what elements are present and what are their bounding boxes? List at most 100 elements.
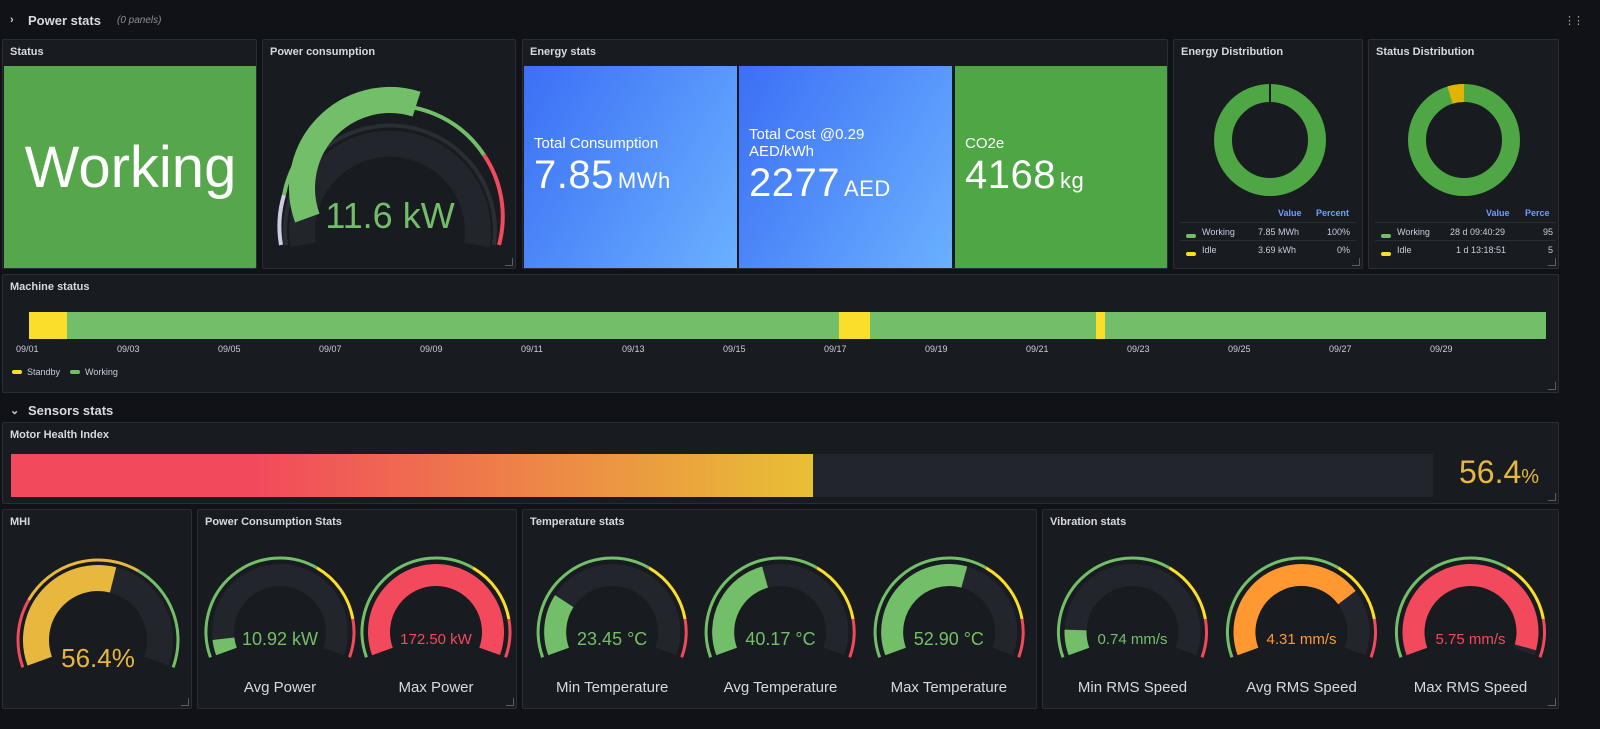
panel-temperature-stats: Temperature stats 23.45 °C Min Temperatur… <box>522 509 1037 709</box>
gauge-threshold-green <box>204 556 318 658</box>
legend-item-standby[interactable]: Standby <box>12 367 60 377</box>
gauge-fill <box>368 564 504 656</box>
resize-handle[interactable] <box>1352 258 1360 266</box>
gauge-threshold-yellow <box>985 566 1024 620</box>
gauge-label: Avg RMS Speed <box>1246 679 1357 696</box>
resize-handle[interactable] <box>505 258 513 266</box>
legend-pct: 100% <box>1326 227 1350 237</box>
legend-pct: 95 <box>1542 227 1553 237</box>
legend-value: 1 d 13:18:51 <box>1456 245 1507 255</box>
legend-item-working[interactable]: Working <box>70 367 118 377</box>
legend-name: Idle <box>1202 245 1217 255</box>
resize-handle[interactable] <box>1548 493 1556 501</box>
panel-title: Power Consumption Stats <box>205 516 342 528</box>
col-header-percent[interactable]: Perce <box>1525 208 1550 218</box>
gauge-threshold-yellow <box>648 566 687 620</box>
axis-tick-label: 09/07 <box>319 344 342 354</box>
gauge-label: Min Temperature <box>556 679 669 696</box>
drag-handle-icon[interactable]: ⋮⋮ <box>1564 15 1584 27</box>
gauge-value: 10.92 kW <box>241 629 319 649</box>
resize-handle[interactable] <box>181 698 189 706</box>
panel-title: Status Distribution <box>1376 46 1475 58</box>
legend-row[interactable]: Working 7.85 MWh 100% <box>1180 222 1356 240</box>
panel-title: Vibration stats <box>1050 516 1127 528</box>
row-power-stats[interactable]: › Power stats (0 panels) <box>0 7 161 33</box>
stat-gauge <box>705 556 856 658</box>
gauge-value: 5.75 mm/s <box>1435 631 1506 648</box>
gauge-threshold-yellow <box>1337 566 1376 620</box>
legend-swatch <box>1186 248 1196 258</box>
gauge-fill <box>712 566 769 656</box>
panel-title: Power consumption <box>270 46 376 58</box>
panel-title: Energy Distribution <box>1181 46 1284 58</box>
col-header-percent[interactable]: Percent <box>1316 208 1350 218</box>
gauge-label: Max Power <box>398 679 474 696</box>
gauge-threshold-green <box>137 569 180 668</box>
gauge-value: 172.50 kW <box>400 631 472 648</box>
gauge-fill <box>1402 564 1539 656</box>
legend-pct: 0% <box>1336 245 1350 255</box>
state-timeline-bar[interactable] <box>29 312 1546 339</box>
gauge-threshold-yellow <box>472 566 511 620</box>
gauge-fill <box>23 565 117 666</box>
gauge-threshold-red <box>16 599 31 668</box>
panel-motor-health-index: Motor Health Index 56.4% <box>2 422 1559 504</box>
gauge-value: 23.45 °C <box>577 629 648 649</box>
gauge-threshold-red <box>1538 618 1546 658</box>
status-value: Working <box>24 135 237 200</box>
timeline-segment-standby[interactable] <box>1096 312 1107 339</box>
bar-gauge-fill <box>11 454 813 497</box>
legend-name: Idle <box>1397 245 1412 255</box>
legend-name: Working <box>1397 227 1430 237</box>
axis-tick-label: 09/05 <box>218 344 241 354</box>
axis-tick-label: 09/09 <box>420 344 443 354</box>
gauge-fill <box>1064 629 1090 656</box>
timeline-segment-working[interactable] <box>1105 312 1546 339</box>
col-header-value[interactable]: Value <box>1278 208 1302 218</box>
gauge-threshold-red <box>504 618 512 658</box>
gauge-threshold-yellow <box>1506 566 1545 620</box>
gauge-label: Avg Power <box>243 679 317 696</box>
mhi-value: 56.4% <box>61 643 135 673</box>
energy-donut <box>1214 84 1326 196</box>
chevron-right-icon[interactable]: › <box>10 14 14 26</box>
panel-title: Status <box>10 46 44 58</box>
panel-power-consumption-stats: Power Consumption Stats 10.92 kW Avg Powe… <box>197 509 517 709</box>
timeline-segment-working[interactable] <box>66 312 840 339</box>
gauge-fill <box>544 595 574 656</box>
legend-row[interactable]: Idle 1 d 13:18:51 5 <box>1375 240 1556 258</box>
legend-value: 3.69 kWh <box>1258 245 1297 255</box>
power-value: 11.6 kW <box>325 195 455 236</box>
gauge-threshold-red <box>1369 618 1377 658</box>
energy-legend-table: Value Percent Working 7.85 MWh 100% Idle… <box>1180 208 1356 268</box>
axis-tick-label: 09/29 <box>1430 344 1453 354</box>
legend-swatch <box>1381 230 1391 240</box>
gauge-fill <box>880 564 967 656</box>
resize-handle[interactable] <box>506 698 514 706</box>
gauge-threshold-red <box>1016 618 1025 658</box>
timeline-segment-working[interactable] <box>870 312 1098 339</box>
col-header-value[interactable]: Value <box>1486 208 1510 218</box>
axis-tick-label: 09/17 <box>824 344 847 354</box>
resize-handle[interactable] <box>1548 698 1556 706</box>
stat-label: Total Consumption <box>534 135 659 152</box>
panel-title: Energy stats <box>530 46 597 58</box>
stat-gauge <box>536 556 688 658</box>
panel-status-distribution: Status Distribution Value Perce Working … <box>1368 39 1559 269</box>
row-sensors-stats[interactable]: ⌄ Sensors stats <box>0 397 113 423</box>
chevron-down-icon[interactable]: ⌄ <box>10 404 20 417</box>
status-donut <box>1408 84 1520 196</box>
timeline-segment-standby[interactable] <box>29 312 68 339</box>
resize-handle[interactable] <box>1548 258 1556 266</box>
legend-row[interactable]: Idle 3.69 kWh 0% <box>1180 240 1356 258</box>
panel-mhi: MHI 56.4% <box>2 509 192 709</box>
axis-tick-label: 09/25 <box>1228 344 1251 354</box>
row-title: Sensors stats <box>28 402 114 418</box>
gauge-fill <box>1233 564 1356 656</box>
gauge-threshold-green <box>536 556 650 658</box>
resize-handle[interactable] <box>1548 382 1556 390</box>
legend-row[interactable]: Working 28 d 09:40:29 95 <box>1375 222 1556 240</box>
gauge-label: Avg Temperature <box>723 679 838 696</box>
stat-label: Total Cost @0.29 AED/kWh <box>749 126 865 160</box>
timeline-segment-standby[interactable] <box>838 312 872 339</box>
